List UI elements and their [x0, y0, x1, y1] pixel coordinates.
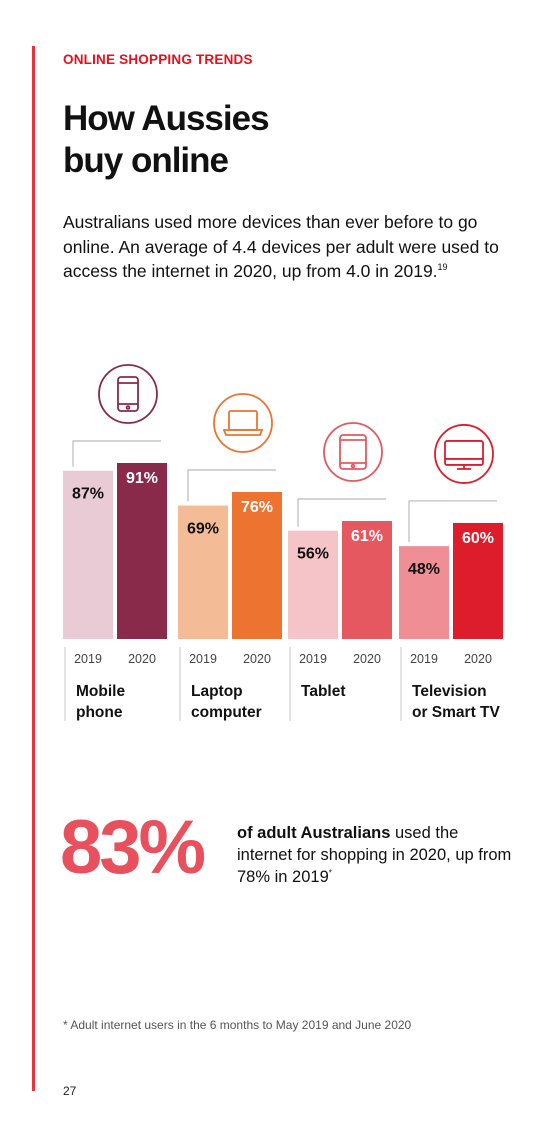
bar-2019-mobile-phone [63, 470, 113, 639]
value-label-2020-television-or-smart-tv: 60% [462, 530, 494, 547]
section-eyebrow: ONLINE SHOPPING TRENDS [63, 52, 253, 67]
bar-2020-television-or-smart-tv [453, 522, 503, 639]
year-tick-2019-mobile-phone: 2019 [74, 652, 102, 666]
bar-2019-television-or-smart-tv [399, 546, 449, 639]
year-tick-2019-laptop-computer: 2019 [189, 652, 217, 666]
value-label-2019-mobile-phone: 87% [72, 486, 104, 503]
bracket-mobile-phone [72, 440, 161, 467]
category-label-laptop-computer-line-1: Laptop [191, 683, 243, 700]
device-usage-chart: 87% 91% 2019 2020 Mobile phone 69% 76% 2019 2020 L… [63, 364, 503, 721]
stat-rest-text: used the internet for shopping in 2020, … [237, 824, 512, 886]
bar-2020-mobile-phone [117, 463, 167, 639]
year-tick-2020-mobile-phone: 2020 [128, 652, 156, 666]
stat-bold-text: of adult Australians [237, 824, 391, 842]
bar-2020-tablet [342, 521, 392, 639]
stat-footnote-mark: * [328, 868, 332, 878]
value-label-2020-tablet: 61% [351, 528, 383, 545]
footnote: * Adult internet users in the 6 months t… [63, 1018, 412, 1032]
stat-big-number: 83% [60, 805, 206, 890]
year-tick-2020-tablet: 2020 [353, 652, 381, 666]
year-tick-2020-laptop-computer: 2020 [243, 652, 271, 666]
bar-2019-tablet [288, 530, 338, 639]
bar-2019-laptop-computer [178, 505, 228, 639]
year-tick-2020-television-or-smart-tv: 2020 [464, 652, 492, 666]
bracket-laptop-computer [187, 469, 276, 502]
accent-bar [32, 46, 35, 1091]
category-label-mobile-phone-line-2: phone [76, 704, 123, 721]
category-label-mobile-phone-line-1: Mobile [76, 683, 125, 700]
intro-text: Australians used more devices than ever … [63, 212, 499, 281]
year-tick-2019-tablet: 2019 [299, 652, 327, 666]
category-label-television-or-smart-tv-line-2: or Smart TV [412, 704, 501, 721]
mobile-phone-icon [98, 364, 158, 424]
tablet-icon [323, 422, 383, 482]
value-label-2019-television-or-smart-tv: 48% [408, 561, 440, 578]
value-label-2020-laptop-computer: 76% [241, 499, 273, 516]
category-label-tablet-line-1: Tablet [301, 683, 346, 700]
bracket-television-or-smart-tv [408, 500, 497, 543]
intro-paragraph: Australians used more devices than ever … [63, 210, 503, 284]
value-label-2020-mobile-phone: 91% [126, 470, 158, 487]
page-title: How Aussies buy online [63, 98, 270, 182]
page-number: 27 [63, 1084, 77, 1098]
title-line-2: buy online [63, 141, 229, 180]
title-line-1: How Aussies [63, 99, 270, 138]
bar-2020-laptop-computer [232, 492, 282, 639]
category-label-television-or-smart-tv-line-1: Television [412, 683, 487, 700]
value-label-2019-tablet: 56% [297, 546, 329, 563]
television-icon [434, 424, 494, 484]
category-label-laptop-computer-line-2: computer [191, 704, 262, 721]
intro-reference: 19 [437, 262, 448, 273]
laptop-icon [213, 393, 273, 453]
bracket-tablet [297, 498, 386, 527]
year-tick-2019-television-or-smart-tv: 2019 [410, 652, 438, 666]
stat-description: of adult Australians used the internet f… [237, 822, 517, 888]
value-label-2019-laptop-computer: 69% [187, 521, 219, 538]
